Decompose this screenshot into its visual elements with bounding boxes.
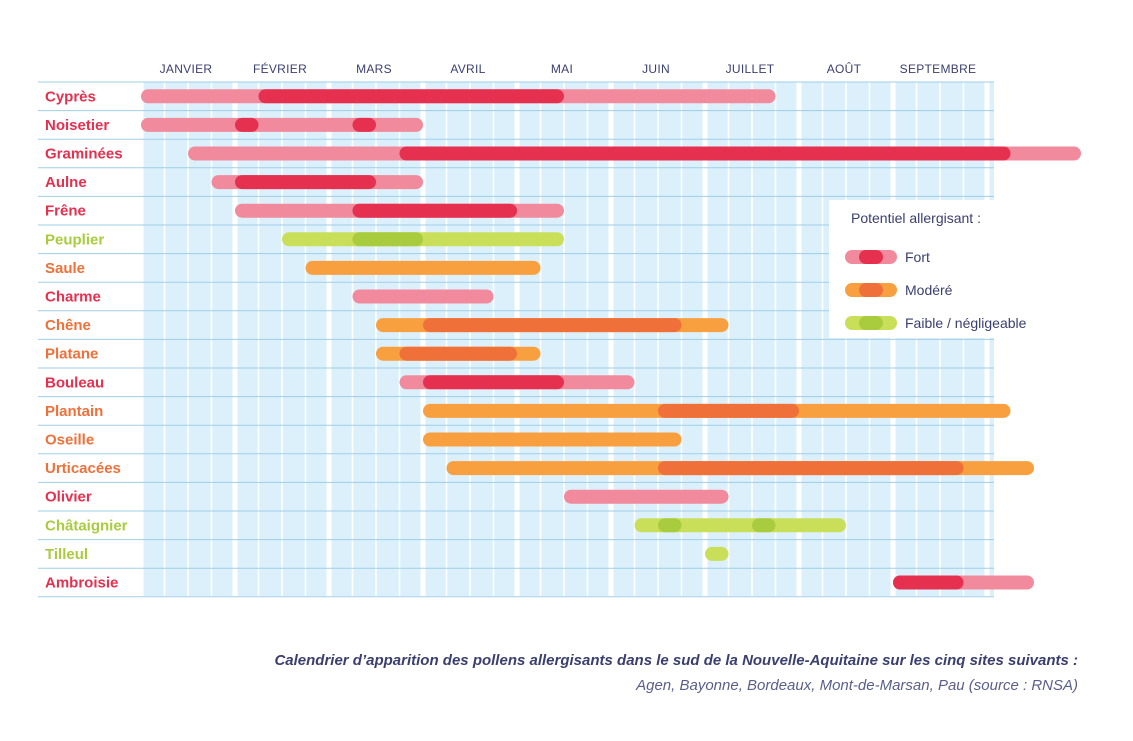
peak-bar [893, 575, 964, 590]
pollen-label: Bouleau [45, 374, 104, 391]
pollen-label: Ambroisie [45, 575, 118, 592]
month-label: AVRIL [450, 62, 485, 76]
legend-label-faible: Faible / négligeable [905, 314, 1027, 331]
caption-sub: Agen, Bayonne, Bordeaux, Mont-de-Marsan,… [636, 677, 1078, 694]
pollen-bar [141, 89, 776, 104]
peak-bar [423, 375, 564, 390]
pollen-bar [446, 461, 1034, 476]
pollen-bar [376, 346, 541, 361]
chart-caption: Calendrier d’apparition des pollens alle… [274, 652, 1078, 694]
pollen-bar [282, 232, 564, 247]
season-bar [705, 546, 729, 561]
pollen-label: Oseille [45, 432, 94, 449]
pollen-label: Plantain [45, 403, 103, 420]
pollen-labels: Cyprès Noisetier Graminées Aulne Frêne Peupli… [45, 88, 128, 591]
peak-bar [658, 403, 799, 418]
legend-label-fort: Fort [905, 248, 930, 265]
peak-bar [752, 518, 776, 533]
pollen-bar [423, 403, 1011, 418]
peak-bar [352, 203, 517, 218]
pollen-label: Cyprès [45, 88, 96, 105]
legend-item-faible: Faible / négligeable [845, 306, 1046, 339]
peak-bar [658, 518, 682, 533]
peak-bar [258, 89, 564, 104]
pollen-label: Tilleul [45, 546, 88, 563]
month-label: JUILLET [726, 62, 775, 76]
season-bar [423, 432, 682, 447]
legend: Potentiel allergisant : Fort Modéré Faib… [829, 200, 1046, 338]
pollen-bar [305, 260, 541, 275]
caption-main: Calendrier d’apparition des pollens alle… [274, 652, 1078, 669]
pollen-bar [352, 289, 494, 304]
month-label: MARS [356, 62, 392, 76]
pollen-bar [634, 518, 846, 533]
season-bar [352, 289, 494, 304]
peak-bar [423, 318, 682, 333]
pollen-bar [376, 318, 729, 333]
pollen-label: Saule [45, 260, 85, 277]
pollen-label: Platane [45, 346, 98, 363]
legend-swatch-modere [845, 282, 897, 297]
peak-bar [399, 346, 517, 361]
pollen-label: Chêne [45, 317, 91, 334]
legend-item-fort: Fort [845, 240, 1046, 273]
month-label: JANVIER [160, 62, 213, 76]
legend-swatch-faible [845, 315, 897, 330]
pollen-bar [399, 375, 635, 390]
month-label: SEPTEMBRE [900, 62, 977, 76]
pollen-label: Peuplier [45, 231, 104, 248]
calendar-grid [38, 81, 994, 598]
peak-bar [352, 232, 423, 247]
pollen-label: Olivier [45, 489, 92, 506]
month-label: MAI [551, 62, 573, 76]
pollen-bar [141, 117, 423, 132]
pollen-bar [893, 575, 1034, 590]
season-bar [564, 489, 729, 504]
pollen-bar [705, 546, 729, 561]
pollen-label: Charme [45, 289, 101, 306]
pollen-calendar-chart: JANVIER FÉVRIER MARS AVRIL MAI JUIN JUILLET AOÛ… [38, 61, 1081, 598]
pollen-label: Graminées [45, 146, 123, 163]
month-label: FÉVRIER [253, 61, 307, 76]
peak-bar [399, 146, 1011, 161]
legend-title: Potentiel allergisant : [851, 210, 981, 226]
pollen-label: Noisetier [45, 117, 109, 134]
legend-label-modere: Modéré [905, 281, 953, 298]
legend-item-modere: Modéré [845, 273, 1046, 306]
peak-bar [235, 117, 259, 132]
month-axis: JANVIER FÉVRIER MARS AVRIL MAI JUIN JUILLET AOÛ… [160, 61, 977, 76]
pollen-bar [235, 203, 564, 218]
peak-bar [235, 175, 376, 190]
legend-swatch-fort [845, 249, 897, 264]
pollen-bar [564, 489, 729, 504]
season-bar [141, 117, 423, 132]
pollen-label: Frêne [45, 203, 86, 220]
pollen-label: Urticacées [45, 460, 121, 477]
season-bar [305, 260, 541, 275]
peak-bar [658, 461, 964, 476]
season-bar [634, 518, 846, 533]
month-label: JUIN [642, 62, 670, 76]
pollen-label: Châtaignier [45, 517, 128, 534]
pollen-label: Aulne [45, 174, 87, 191]
peak-bar [352, 117, 376, 132]
pollen-bar [211, 175, 423, 190]
month-label: AOÛT [827, 61, 862, 76]
pollen-bar [188, 146, 1081, 161]
pollen-bars [141, 89, 1081, 590]
pollen-bar [423, 432, 682, 447]
